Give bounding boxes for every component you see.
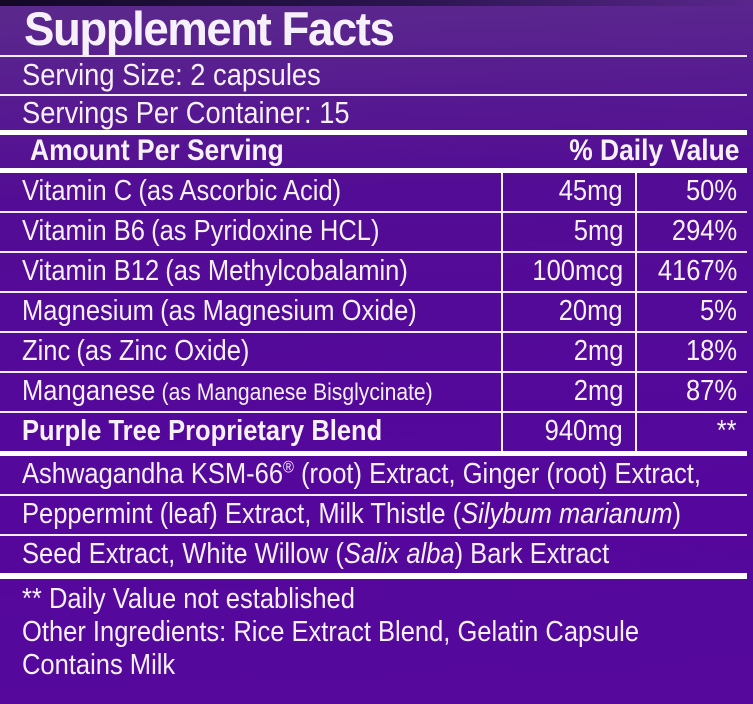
nutrient-name: Purple Tree Proprietary Blend [22, 415, 383, 448]
nutrient-name-cell: Vitamin B12 (as Methylcobalamin) [0, 252, 503, 291]
table-row: Vitamin C (as Ascorbic Acid) 45mg 50% [0, 172, 747, 213]
serving-size-row: Serving Size: 2 capsules [0, 57, 747, 96]
nutrient-dv: 18% [685, 335, 737, 368]
nutrient-amount: 940mg [544, 415, 623, 448]
daily-value-footnote: ** Daily Value not established [0, 583, 753, 616]
nutrient-dv: 4167% [657, 255, 737, 288]
amount-per-serving-header: Amount Per Serving [30, 134, 284, 168]
blend-text: ) Bark Extract [454, 537, 610, 570]
nutrient-table: Vitamin C (as Ascorbic Acid) 45mg 50% Vit… [0, 172, 753, 456]
nutrient-detail: (as Ascorbic Acid) [138, 175, 342, 208]
page-title: Supplement Facts [24, 2, 395, 55]
nutrient-amount-cell: 2mg [503, 332, 637, 371]
serving-size-text: Serving Size: 2 capsules [22, 57, 321, 93]
servings-per-container-text: Servings Per Container: 15 [22, 94, 350, 130]
nutrient-detail: (as Zinc Oxide) [76, 335, 250, 368]
nutrient-dv-cell: 5% [637, 293, 747, 331]
nutrient-dv: 294% [671, 215, 737, 248]
nutrient-amount-cell: 5mg [503, 212, 637, 251]
blend-text: Seed Extract, White Willow ( [22, 537, 344, 570]
table-row: Manganese (as Manganese Bisglycinate) 2mg… [0, 372, 747, 413]
nutrient-name: Manganese [22, 375, 156, 408]
table-row: Vitamin B6 (as Pyridoxine HCL) 5mg 294% [0, 212, 747, 253]
nutrient-detail: (as Manganese Bisglycinate) [161, 379, 433, 407]
servings-per-container-row: Servings Per Container: 15 [0, 94, 747, 135]
proprietary-blend-row: Purple Tree Proprietary Blend 940mg ** [0, 412, 747, 456]
nutrient-name-cell: Manganese (as Manganese Bisglycinate) [0, 372, 503, 411]
title-band: Supplement Facts [0, 0, 747, 57]
nutrient-detail: (as Magnesium Oxide) [160, 295, 417, 328]
other-ingredients-line: Other Ingredients: Rice Extract Blend, G… [0, 616, 753, 649]
nutrient-amount: 2mg [573, 375, 623, 408]
nutrient-amount-cell: 45mg [503, 172, 637, 211]
nutrient-amount-cell: 2mg [503, 372, 637, 411]
nutrient-name-cell: Magnesium (as Magnesium Oxide) [0, 292, 503, 331]
nutrient-amount-cell: 940mg [503, 412, 637, 451]
contains-text: Contains Milk [22, 648, 176, 681]
blend-line-2: Peppermint (leaf) Extract, Milk Thistle … [0, 496, 747, 536]
nutrient-dv: 5% [700, 295, 737, 328]
registered-trademark-symbol: ® [283, 457, 294, 477]
table-row: Zinc (as Zinc Oxide) 2mg 18% [0, 332, 747, 373]
table-row: Magnesium (as Magnesium Oxide) 20mg 5% [0, 292, 747, 333]
blend-line-3: Seed Extract, White Willow (Salix alba) … [0, 536, 747, 579]
nutrient-name-cell: Purple Tree Proprietary Blend [0, 412, 503, 451]
botanical-name: Salix alba [343, 537, 455, 570]
nutrient-dv-cell: 4167% [637, 253, 747, 291]
blend-text: Peppermint (leaf) Extract, Milk Thistle … [22, 498, 462, 531]
blend-line-1: Ashwagandha KSM-66® (root) Extract, Ging… [0, 456, 747, 496]
nutrient-name: Zinc [22, 335, 71, 368]
table-row: Vitamin B12 (as Methylcobalamin) 100mcg 4… [0, 252, 747, 293]
nutrient-detail: (as Methylcobalamin) [165, 255, 408, 288]
blend-text: (root) Extract, Ginger (root) Extract, [293, 458, 701, 491]
nutrient-amount-cell: 100mcg [503, 252, 637, 291]
nutrient-dv-cell: 294% [637, 213, 747, 251]
nutrient-dv: 50% [685, 175, 737, 208]
nutrient-amount: 100mcg [532, 255, 623, 288]
nutrient-amount: 45mg [559, 175, 623, 208]
nutrient-dv-cell: 18% [637, 333, 747, 371]
nutrient-name: Vitamin C [22, 175, 133, 208]
proprietary-blend-description: Ashwagandha KSM-66® (root) Extract, Ging… [0, 456, 753, 579]
nutrient-name: Vitamin B6 [22, 215, 145, 248]
nutrient-dv-cell: 87% [637, 373, 747, 411]
nutrient-amount: 20mg [559, 295, 623, 328]
nutrient-name-cell: Vitamin B6 (as Pyridoxine HCL) [0, 212, 503, 251]
nutrient-dv: 87% [685, 375, 737, 408]
blend-text: Ashwagandha KSM-66 [22, 458, 284, 491]
nutrient-amount: 2mg [573, 335, 623, 368]
nutrient-name: Magnesium [22, 295, 154, 328]
other-ingredients-text: Other Ingredients: Rice Extract Blend, G… [22, 615, 640, 648]
nutrient-dv: ** [717, 415, 737, 448]
nutrient-amount: 5mg [573, 215, 623, 248]
nutrient-dv-cell: 50% [637, 173, 747, 211]
daily-value-header: % Daily Value [568, 134, 739, 168]
table-header-row: Amount Per Serving % Daily Value [0, 134, 747, 173]
nutrient-name-cell: Vitamin C (as Ascorbic Acid) [0, 172, 503, 211]
nutrient-name: Vitamin B12 [22, 255, 160, 288]
nutrient-detail: (as Pyridoxine HCL) [151, 215, 380, 248]
footnote-text: ** Daily Value not established [22, 582, 355, 615]
botanical-name: Silybum marianum [461, 498, 673, 531]
blend-text: ) [672, 498, 681, 531]
nutrient-name-cell: Zinc (as Zinc Oxide) [0, 332, 503, 371]
nutrient-dv-cell: ** [637, 413, 747, 451]
contains-allergen-line: Contains Milk [0, 649, 753, 682]
nutrient-amount-cell: 20mg [503, 292, 637, 331]
